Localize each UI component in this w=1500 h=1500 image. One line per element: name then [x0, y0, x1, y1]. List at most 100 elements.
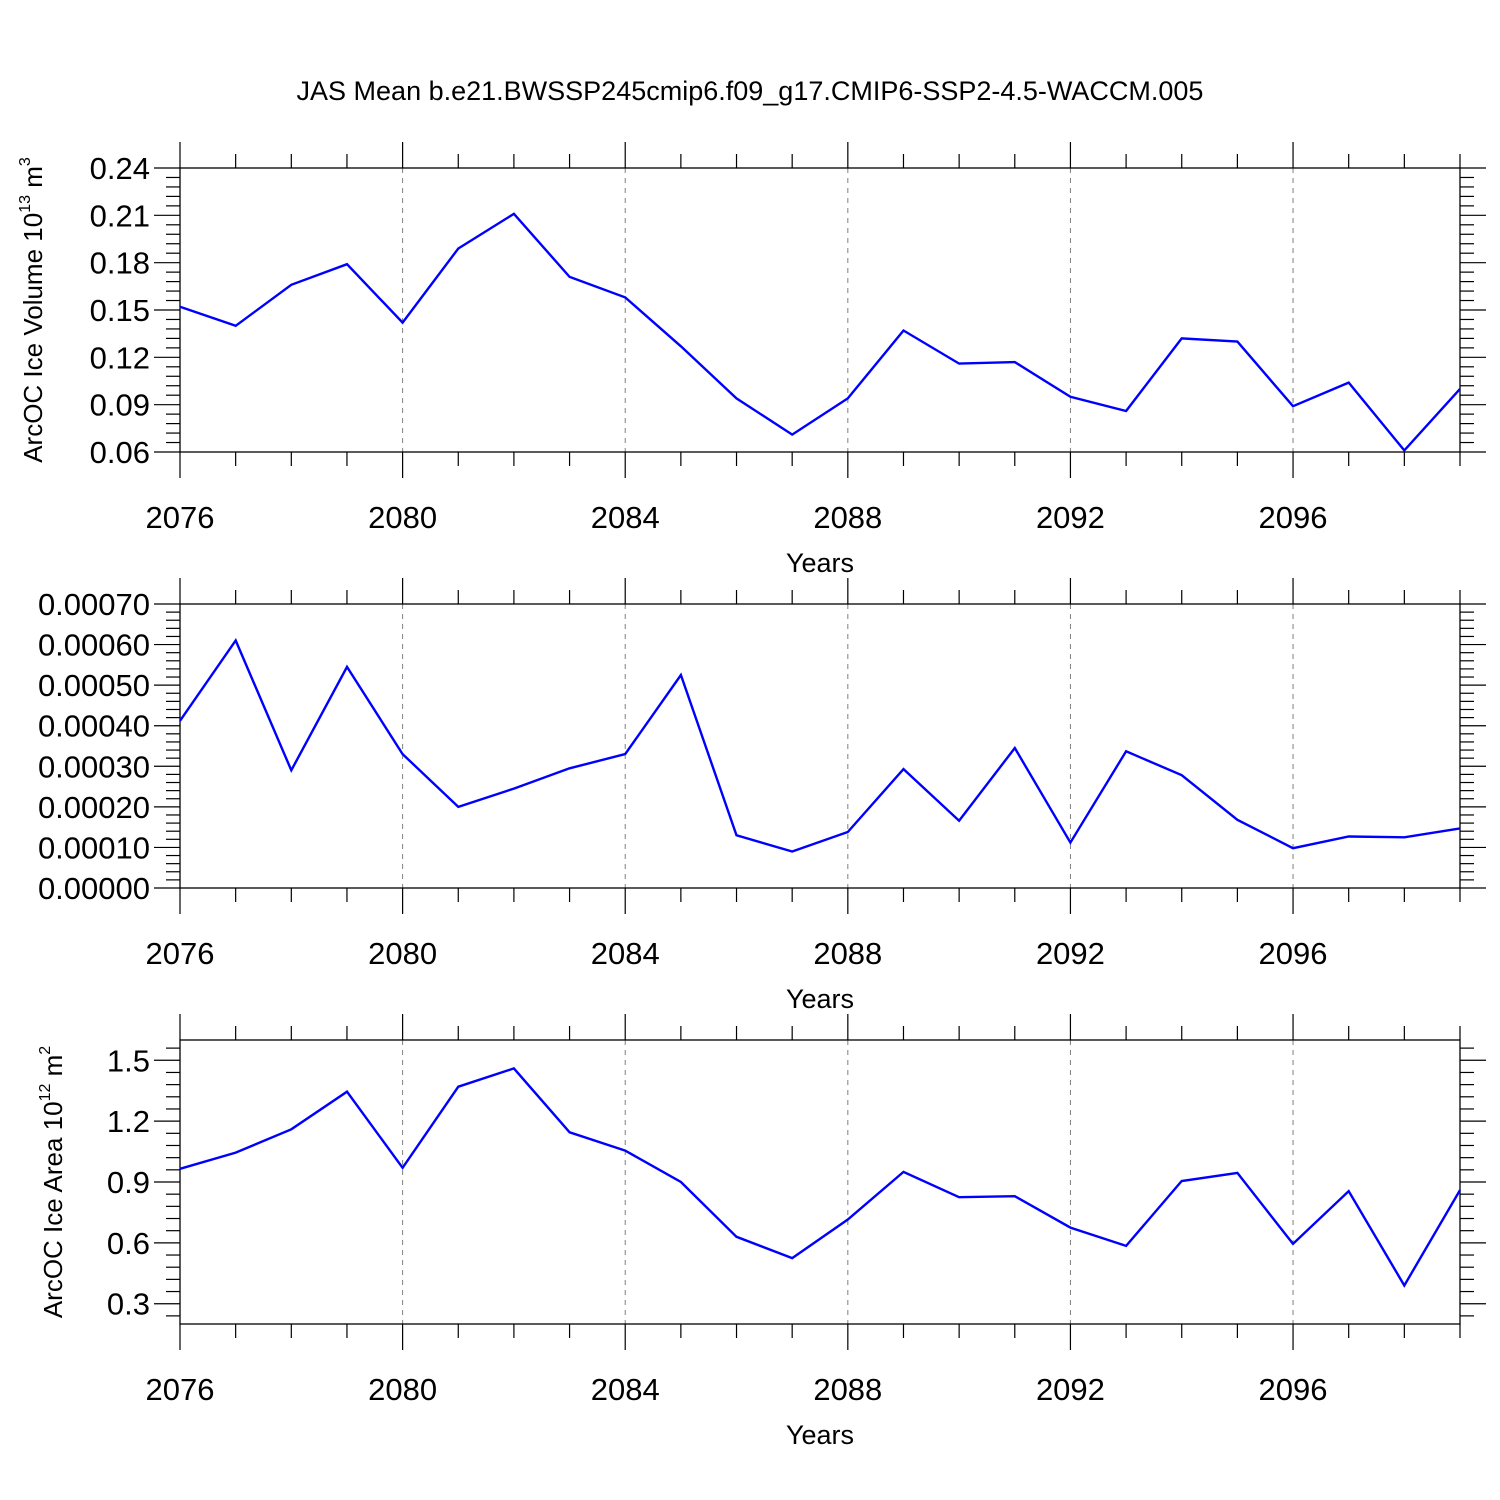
data-point [1347, 381, 1349, 383]
x-tick-label: 2096 [1259, 936, 1328, 971]
series-line [179, 638, 1461, 853]
data-point [680, 674, 682, 676]
data-point [1459, 1189, 1461, 1191]
data-point [457, 247, 459, 249]
data-point [346, 1091, 348, 1093]
data-point [234, 325, 236, 327]
y-axis-label-text: ArcOC Ice Area 10 [38, 1101, 68, 1318]
y-axis-label: ArcOC Ice Volume 1013 m3 [17, 157, 48, 463]
data-point [1125, 410, 1127, 412]
data-point [902, 1171, 904, 1173]
data-point [1403, 1284, 1405, 1286]
y-axis-label-unit: m [38, 1055, 68, 1084]
data-point [902, 329, 904, 331]
data-point [902, 768, 904, 770]
data-point [1236, 1172, 1238, 1174]
data-point [513, 213, 515, 215]
y-axis-label: ArcOC Ice Area 1012 m2 [37, 1046, 68, 1318]
x-axis-label: Years [786, 548, 854, 578]
data-point [735, 1236, 737, 1238]
y-tick-label: 0.00030 [38, 749, 150, 784]
series-line [179, 212, 1461, 453]
y-tick-label: 0.00000 [38, 871, 150, 906]
data-point [401, 321, 403, 323]
plot-frame [179, 167, 1461, 453]
data-point [401, 753, 403, 755]
x-tick-label: 2076 [146, 1372, 215, 1407]
data-point [346, 666, 348, 668]
y-tick-label: 0.24 [90, 151, 150, 186]
data-point [680, 345, 682, 347]
data-point [179, 720, 181, 722]
data-point [680, 1181, 682, 1183]
data-point [290, 284, 292, 286]
data-point [847, 397, 849, 399]
data-point [847, 831, 849, 833]
x-axis-label: Years [786, 984, 854, 1014]
x-tick-label: 2076 [146, 936, 215, 971]
data-point [1236, 340, 1238, 342]
y-tick-label: 0.18 [90, 246, 150, 281]
x-tick-label: 2076 [146, 500, 215, 535]
y-tick-label: 0.00050 [38, 668, 150, 703]
data-point [1181, 337, 1183, 339]
data-point [624, 753, 626, 755]
y-axis-label-text: ArcOC Ice Volume 10 [18, 213, 48, 463]
y-tick-label: 0.00070 [38, 587, 150, 622]
data-point [1292, 405, 1294, 407]
data-point [290, 769, 292, 771]
plot-frame [179, 603, 1461, 889]
x-tick-label: 2096 [1259, 1372, 1328, 1407]
data-point [624, 296, 626, 298]
data-point [958, 362, 960, 364]
data-point [735, 834, 737, 836]
data-point [513, 787, 515, 789]
y-axis-label-unit: m [18, 166, 48, 195]
data-point [568, 1131, 570, 1133]
x-tick-label: 2092 [1036, 500, 1105, 535]
x-tick-label: 2084 [591, 1372, 660, 1407]
data-point [1125, 750, 1127, 752]
y-tick-label: 0.3 [107, 1287, 150, 1322]
data-point [179, 1168, 181, 1170]
data-point [1069, 396, 1071, 398]
data-point [1014, 747, 1016, 749]
x-tick-label: 2092 [1036, 1372, 1105, 1407]
y-axis-label-unit-exponent: 3 [17, 157, 34, 166]
data-point [1069, 1226, 1071, 1228]
data-point [568, 767, 570, 769]
x-tick-label: 2080 [368, 500, 437, 535]
data-point [179, 306, 181, 308]
data-point [1181, 774, 1183, 776]
series-line [179, 1067, 1462, 1288]
data-point [1347, 835, 1349, 837]
x-tick-label: 2080 [368, 1372, 437, 1407]
data-point [1014, 361, 1016, 363]
data-point [1347, 1190, 1349, 1192]
y-tick-label: 0.00020 [38, 790, 150, 825]
data-point [401, 1167, 403, 1169]
data-point [1403, 449, 1405, 451]
data-point [346, 263, 348, 265]
y-axis-label-exponent: 13 [17, 195, 34, 213]
x-tick-label: 2096 [1259, 500, 1328, 535]
panel-1: 2076 2080 2084 2088 2092 2096 Years 0.06 0.09 0.1… [17, 142, 1486, 578]
y-tick-label: 1.5 [107, 1043, 150, 1078]
data-point [791, 1257, 793, 1259]
data-point [234, 639, 236, 641]
y-tick-label: 0.09 [90, 388, 150, 423]
y-tick-label: 0.15 [90, 293, 150, 328]
data-point [791, 433, 793, 435]
data-point [1292, 1243, 1294, 1245]
panel-3: 2076 2080 2084 2088 2092 2096 Years 0.3 0.6 0.9 1.… [37, 1014, 1486, 1450]
y-axis-label-exponent: 12 [37, 1084, 54, 1102]
data-point [234, 1151, 236, 1153]
data-point [958, 819, 960, 821]
data-point [1069, 841, 1071, 843]
data-point [568, 276, 570, 278]
data-point [624, 1149, 626, 1151]
data-point [735, 397, 737, 399]
y-tick-label: 0.12 [90, 340, 150, 375]
y-tick-label: 0.06 [90, 435, 150, 470]
